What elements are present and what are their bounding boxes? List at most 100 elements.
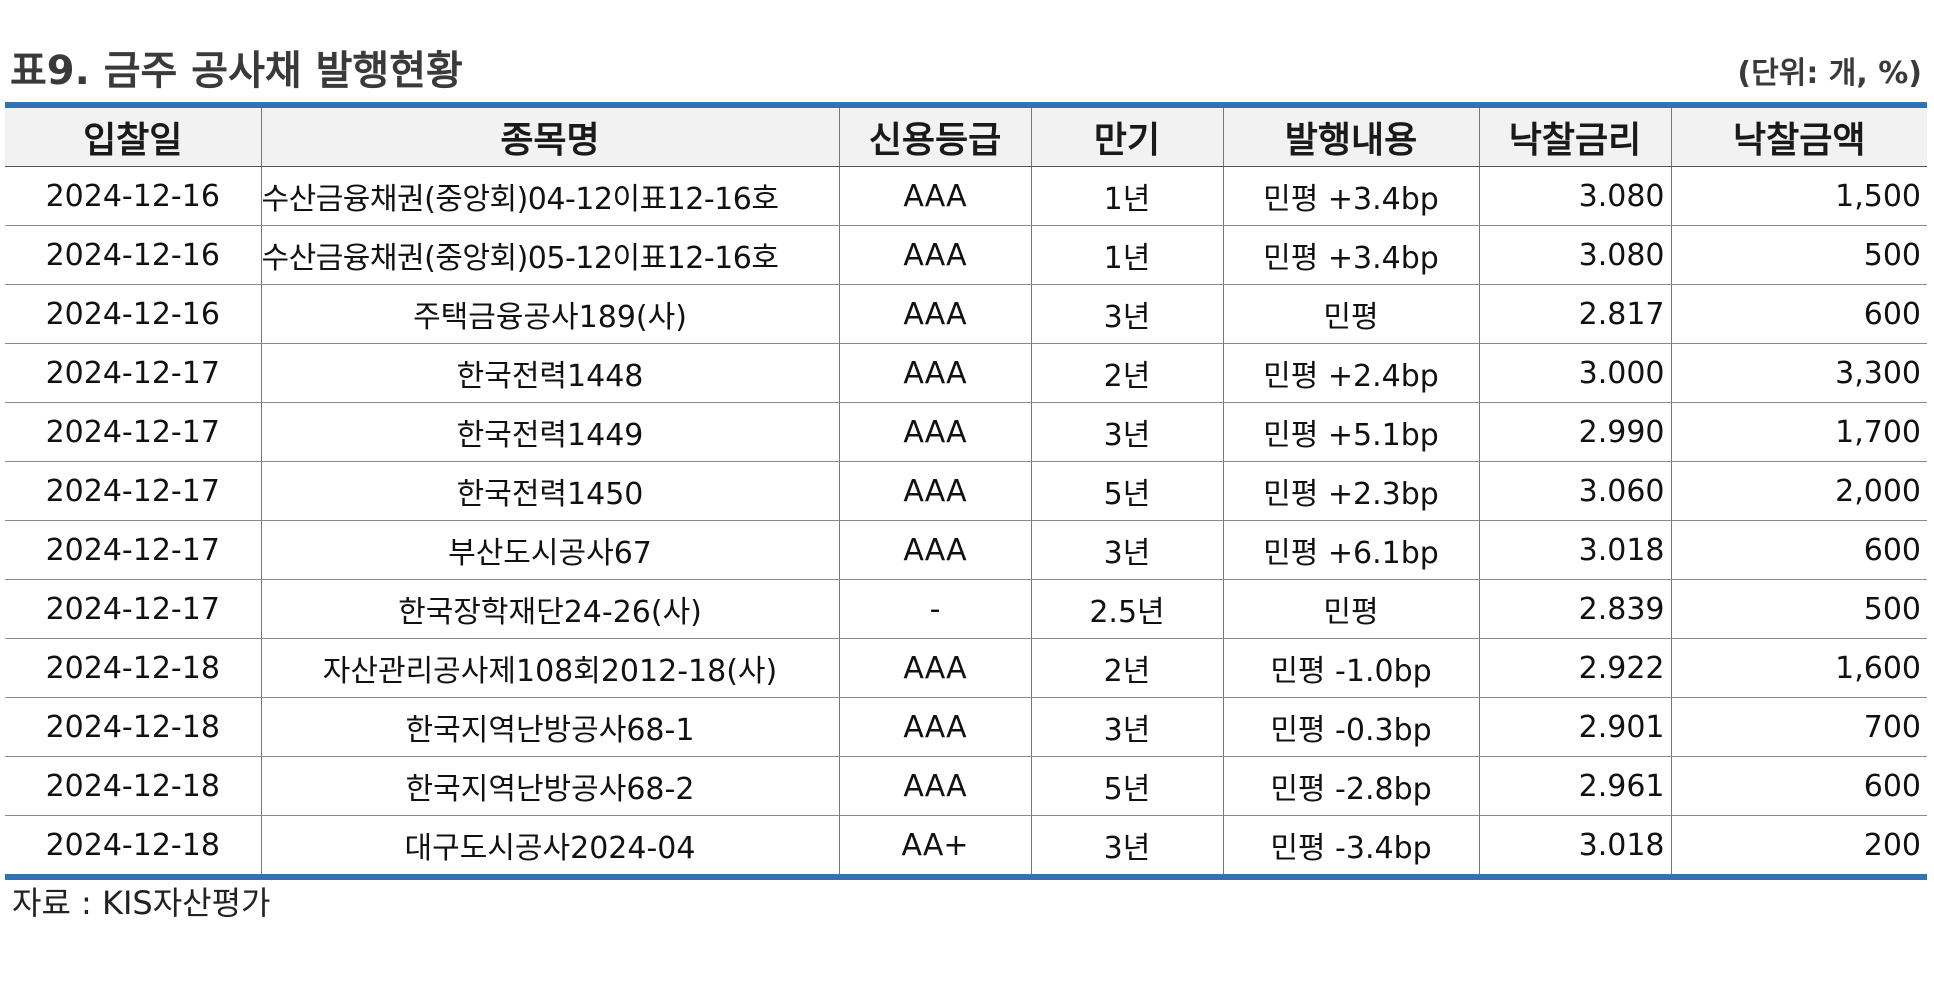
cell-winning-amount: 600 (1670, 284, 1927, 344)
cell-issue-name: 한국지역난방공사68-1 (260, 697, 839, 757)
cell-issue-name: 자산관리공사제108회2012-18(사) (260, 638, 839, 698)
col-header-issue-detail: 발행내용 (1222, 105, 1479, 167)
cell-issue-detail: 민평 +6.1bp (1222, 520, 1479, 580)
cell-credit-rating: AAA (838, 166, 1031, 226)
cell-credit-rating: AAA (838, 756, 1031, 816)
cell-issue-name: 한국전력1448 (260, 343, 839, 403)
cell-bid-date: 2024-12-17 (5, 520, 261, 580)
cell-credit-rating: AAA (838, 520, 1031, 580)
table-row: 2024-12-16 주택금융공사189(사) AAA 3년 민평 2.817 … (5, 284, 1927, 344)
cell-bid-date: 2024-12-17 (5, 461, 261, 521)
cell-issue-name: 수산금융채권(중앙회)04-12이표12-16호 (260, 166, 839, 226)
cell-winning-amount: 200 (1670, 815, 1927, 877)
table-row: 2024-12-17 부산도시공사67 AAA 3년 민평 +6.1bp 3.0… (5, 520, 1927, 580)
cell-maturity: 1년 (1030, 166, 1223, 226)
cell-winning-rate: 2.817 (1478, 284, 1671, 344)
cell-bid-date: 2024-12-17 (5, 579, 261, 639)
cell-issue-detail: 민평 +3.4bp (1222, 225, 1479, 285)
cell-issue-detail: 민평 -1.0bp (1222, 638, 1479, 698)
cell-winning-amount: 3,300 (1670, 343, 1927, 403)
issuance-table-wrap: 입찰일 종목명 신용등급 만기 발행내용 낙찰금리 낙찰금액 2024-12-1… (5, 102, 1927, 880)
table-row: 2024-12-17 한국전력1449 AAA 3년 민평 +5.1bp 2.9… (5, 402, 1927, 462)
cell-issue-detail: 민평 -3.4bp (1222, 815, 1479, 877)
cell-issue-detail: 민평 +2.3bp (1222, 461, 1479, 521)
cell-credit-rating: AA+ (838, 815, 1031, 877)
cell-winning-amount: 600 (1670, 756, 1927, 816)
col-header-maturity: 만기 (1030, 105, 1223, 167)
table-title: 표9. 금주 공사채 발행현황 (10, 48, 463, 94)
cell-winning-amount: 500 (1670, 225, 1927, 285)
col-header-winning-amount: 낙찰금액 (1670, 105, 1927, 167)
cell-winning-amount: 1,700 (1670, 402, 1927, 462)
cell-winning-rate: 2.922 (1478, 638, 1671, 698)
source-note: 자료 : KIS자산평가 (12, 884, 271, 922)
cell-bid-date: 2024-12-16 (5, 225, 261, 285)
cell-winning-rate: 3.080 (1478, 225, 1671, 285)
table-row: 2024-12-18 대구도시공사2024-04 AA+ 3년 민평 -3.4b… (5, 815, 1927, 877)
cell-winning-amount: 500 (1670, 579, 1927, 639)
cell-issue-detail: 민평 -2.8bp (1222, 756, 1479, 816)
cell-credit-rating: AAA (838, 225, 1031, 285)
cell-maturity: 3년 (1030, 697, 1223, 757)
cell-winning-rate: 2.901 (1478, 697, 1671, 757)
table-row: 2024-12-16 수산금융채권(중앙회)04-12이표12-16호 AAA … (5, 166, 1927, 226)
cell-issue-name: 부산도시공사67 (260, 520, 839, 580)
cell-bid-date: 2024-12-16 (5, 166, 261, 226)
cell-issue-detail: 민평 (1222, 579, 1479, 639)
cell-credit-rating: AAA (838, 343, 1031, 403)
table-row: 2024-12-18 한국지역난방공사68-1 AAA 3년 민평 -0.3bp… (5, 697, 1927, 757)
table-row: 2024-12-17 한국전력1448 AAA 2년 민평 +2.4bp 3.0… (5, 343, 1927, 403)
table-body: 2024-12-16 수산금융채권(중앙회)04-12이표12-16호 AAA … (5, 166, 1927, 877)
cell-issue-name: 대구도시공사2024-04 (260, 815, 839, 877)
cell-bid-date: 2024-12-18 (5, 638, 261, 698)
cell-issue-name: 한국장학재단24-26(사) (260, 579, 839, 639)
cell-bid-date: 2024-12-18 (5, 756, 261, 816)
cell-issue-name: 한국전력1450 (260, 461, 839, 521)
table-row: 2024-12-17 한국전력1450 AAA 5년 민평 +2.3bp 3.0… (5, 461, 1927, 521)
table-row: 2024-12-17 한국장학재단24-26(사) - 2.5년 민평 2.83… (5, 579, 1927, 639)
cell-winning-rate: 3.080 (1478, 166, 1671, 226)
cell-issue-name: 수산금융채권(중앙회)05-12이표12-16호 (260, 225, 839, 285)
cell-issue-name: 한국지역난방공사68-2 (260, 756, 839, 816)
cell-credit-rating: AAA (838, 402, 1031, 462)
cell-maturity: 5년 (1030, 756, 1223, 816)
cell-maturity: 2년 (1030, 343, 1223, 403)
cell-maturity: 3년 (1030, 520, 1223, 580)
title-row: 표9. 금주 공사채 발행현황 (단위: 개, %) (10, 38, 1922, 98)
cell-winning-rate: 3.018 (1478, 520, 1671, 580)
cell-winning-amount: 1,500 (1670, 166, 1927, 226)
cell-bid-date: 2024-12-16 (5, 284, 261, 344)
cell-winning-rate: 3.060 (1478, 461, 1671, 521)
cell-issue-detail: 민평 -0.3bp (1222, 697, 1479, 757)
cell-bid-date: 2024-12-18 (45, 827, 220, 863)
cell-winning-rate: 3.018 (1478, 815, 1671, 877)
cell-winning-rate: 2.990 (1478, 402, 1671, 462)
table-row: 2024-12-18 자산관리공사제108회2012-18(사) AAA 2년 … (5, 638, 1927, 698)
cell-issue-detail: 민평 +3.4bp (1222, 166, 1479, 226)
cell-maturity: 1년 (1030, 225, 1223, 285)
cell-issue-name: 한국전력1449 (260, 402, 839, 462)
cell-credit-rating: AAA (838, 461, 1031, 521)
col-header-winning-rate: 낙찰금리 (1478, 105, 1671, 167)
col-header-credit-rating: 신용등급 (838, 105, 1031, 167)
table-row: 2024-12-18 한국지역난방공사68-2 AAA 5년 민평 -2.8bp… (5, 756, 1927, 816)
table-row: 2024-12-16 수산금융채권(중앙회)05-12이표12-16호 AAA … (5, 225, 1927, 285)
cell-maturity: 2년 (1030, 638, 1223, 698)
col-header-bid-date: 입찰일 (5, 105, 261, 167)
cell-maturity: 3년 (1030, 284, 1223, 344)
cell-bid-date: 2024-12-17 (5, 343, 261, 403)
cell-bid-date: 2024-12-17 (5, 402, 261, 462)
cell-winning-rate: 2.839 (1478, 579, 1671, 639)
header-row: 입찰일 종목명 신용등급 만기 발행내용 낙찰금리 낙찰금액 (5, 105, 1927, 167)
cell-maturity: 5년 (1030, 461, 1223, 521)
unit-label: (단위: 개, %) (1737, 56, 1922, 91)
cell-credit-rating: AAA (838, 284, 1031, 344)
issuance-table: 입찰일 종목명 신용등급 만기 발행내용 낙찰금리 낙찰금액 2024-12-1… (5, 102, 1927, 880)
cell-maturity: 2.5년 (1030, 579, 1223, 639)
cell-winning-amount: 1,600 (1670, 638, 1927, 698)
cell-maturity: 3년 (1030, 815, 1223, 877)
cell-credit-rating: - (838, 579, 1031, 639)
col-header-issue-name: 종목명 (260, 105, 839, 167)
cell-winning-amount: 2,000 (1670, 461, 1927, 521)
cell-credit-rating: AAA (838, 638, 1031, 698)
